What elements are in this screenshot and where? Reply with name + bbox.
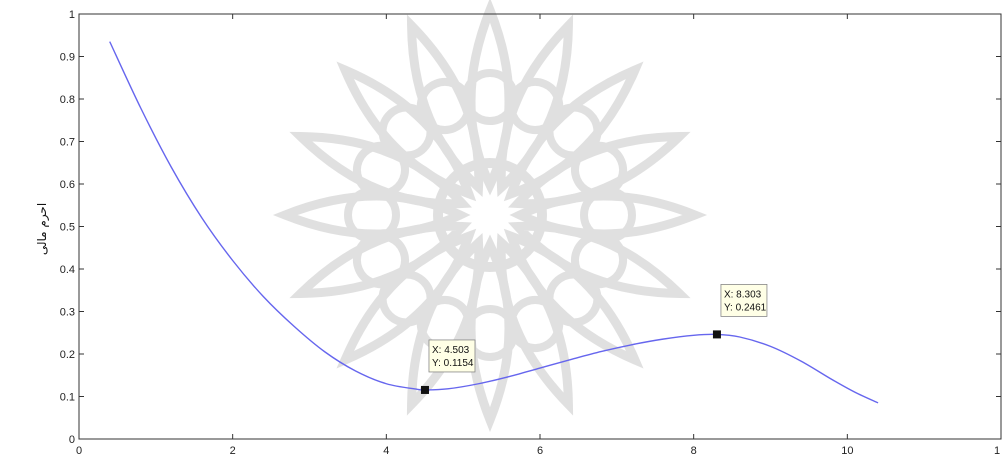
- data-tip-x: X: 4.503: [432, 345, 470, 356]
- watermark-petal: [509, 187, 708, 243]
- watermark-rosette-logo: [272, 0, 708, 433]
- watermark-center: [433, 158, 547, 272]
- watermark-petal: [508, 131, 691, 209]
- y-tick-label: 0.3: [60, 307, 75, 319]
- x-tick-label: 10: [841, 445, 853, 457]
- watermark-petal: [496, 233, 574, 416]
- watermark-petal: [336, 228, 477, 369]
- y-tick-label: 0.7: [60, 137, 75, 149]
- watermark-petal: [289, 131, 472, 209]
- watermark-petal: [406, 14, 484, 197]
- series-line: [109, 41, 879, 404]
- y-tick-label: 0.9: [60, 52, 75, 64]
- watermark-petal: [508, 221, 691, 299]
- data-tips: X: 4.503 Y: 0.1154 X: 8.303 Y: 0.2461: [420, 284, 768, 394]
- data-tip-y: Y: 0.2461: [724, 302, 767, 313]
- y-tick-label: 0.8: [60, 94, 75, 106]
- y-tick-label: 0.5: [60, 222, 75, 234]
- watermark-petal: [272, 187, 471, 243]
- y-axis: 0 0.1 0.2 0.3 0.4 0.5 0.6 0.7 0.8 0.9 1: [60, 9, 1001, 446]
- x-axis: 0 2 4 6 8 10 1: [76, 14, 1002, 457]
- watermark-petal: [503, 61, 644, 202]
- watermark-petal: [462, 234, 518, 433]
- watermark-petal: [336, 61, 477, 202]
- x-tick-label: 0: [76, 445, 82, 457]
- x-tick-label: 8: [691, 445, 697, 457]
- data-tip-marker[interactable]: [420, 385, 429, 394]
- data-tip-x: X: 8.303: [724, 289, 762, 300]
- x-tick-label: 1: [994, 445, 1000, 457]
- watermark-petal: [496, 14, 574, 197]
- y-tick-label: 1: [69, 9, 75, 21]
- x-tick-label: 4: [383, 445, 389, 457]
- y-tick-label: 0.2: [60, 349, 75, 361]
- watermark-petal: [462, 0, 518, 196]
- data-tip-box: [428, 339, 476, 373]
- x-tick-label: 2: [230, 445, 236, 457]
- y-tick-label: 0.6: [60, 179, 75, 191]
- data-tip[interactable]: X: 4.503 Y: 0.1154: [420, 339, 476, 394]
- y-tick-label: 0: [69, 434, 75, 446]
- data-tip-box: [720, 284, 768, 317]
- watermark-petal: [289, 221, 472, 299]
- y-tick-label: 0.1: [60, 392, 75, 404]
- data-tip[interactable]: X: 8.303 Y: 0.2461: [712, 284, 768, 339]
- data-tip-y: Y: 0.1154: [432, 358, 474, 369]
- x-tick-label: 6: [537, 445, 543, 457]
- watermark-petal: [503, 228, 644, 369]
- data-tip-marker[interactable]: [712, 330, 721, 339]
- y-tick-label: 0.4: [60, 264, 75, 276]
- y-axis-label: احرم مالی: [35, 203, 50, 255]
